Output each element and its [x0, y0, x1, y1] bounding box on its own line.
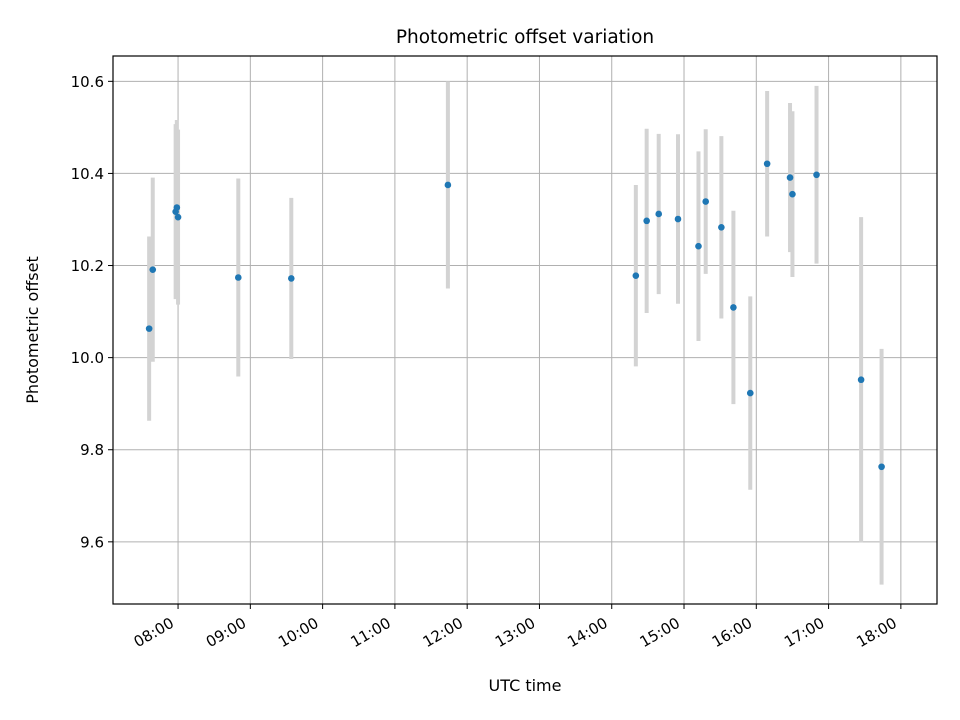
x-tick-label: 18:00 [853, 614, 899, 651]
x-tick-label: 08:00 [131, 614, 177, 651]
x-axis-title: UTC time [489, 676, 562, 695]
data-point [746, 389, 754, 397]
x-tick-label: 16:00 [709, 614, 755, 651]
data-point [643, 217, 650, 225]
x-tick-label: 09:00 [203, 614, 249, 651]
y-tick-label: 10.2 [71, 257, 104, 275]
data-point [632, 272, 640, 279]
x-tick-label: 14:00 [564, 614, 610, 651]
data-point [173, 204, 181, 211]
error-bars [147, 81, 884, 585]
x-axis-ticks: 08:00 09:00 10:00 11:00 12:00 13:00 14:00 15:00… [131, 604, 902, 651]
data-point [730, 304, 737, 311]
data-point [718, 224, 725, 231]
data-points [145, 160, 885, 471]
y-tick-label: 9.8 [80, 441, 104, 459]
x-tick-label: 15:00 [637, 614, 683, 651]
data-point [789, 190, 796, 198]
data-point [174, 213, 182, 221]
data-point [655, 210, 663, 218]
data-point [145, 325, 153, 332]
y-axis-ticks: 9.6 9.8 10.0 10.2 10.4 10.6 [71, 73, 113, 551]
x-tick-label: 13:00 [492, 614, 538, 651]
data-point [813, 171, 820, 179]
data-point [444, 181, 452, 189]
grid [113, 56, 937, 604]
data-point [763, 160, 771, 168]
y-tick-label: 10.4 [71, 165, 104, 183]
x-tick-label: 10:00 [275, 614, 321, 651]
x-tick-label: 12:00 [420, 614, 466, 651]
data-point [857, 376, 865, 384]
data-point [695, 242, 702, 250]
data-point [674, 215, 682, 223]
chart-title: Photometric offset variation [396, 27, 654, 48]
y-axis-title: Photometric offset [23, 256, 42, 404]
data-point [287, 275, 295, 282]
data-point [234, 274, 242, 281]
x-tick-label: 11:00 [347, 614, 393, 651]
data-point [786, 174, 794, 181]
y-tick-label: 9.6 [80, 533, 104, 551]
data-point [149, 266, 157, 273]
y-tick-label: 10.0 [71, 349, 104, 367]
y-tick-label: 10.6 [71, 73, 104, 91]
x-tick-label: 17:00 [781, 614, 827, 651]
plot-area-frame [112, 55, 938, 605]
data-point [702, 198, 710, 205]
data-point [878, 463, 885, 471]
